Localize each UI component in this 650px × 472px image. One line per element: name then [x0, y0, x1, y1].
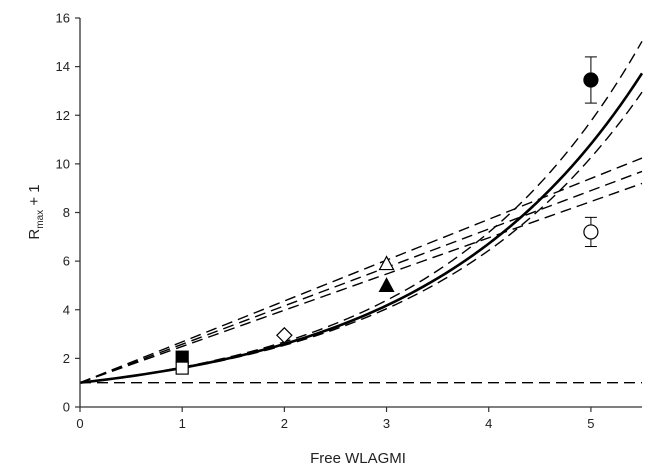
- fit-curve-dashed: [79, 170, 643, 384]
- x-tick-label: 5: [587, 416, 594, 431]
- fit-curves: [79, 40, 644, 384]
- x-axis-label: Free WLAGMI: [310, 450, 406, 467]
- x-tick-label: 3: [383, 416, 390, 431]
- fit-curve-dashed: [79, 91, 643, 384]
- x-tick-label: 4: [485, 416, 492, 431]
- data-points: [175, 56, 599, 375]
- x-tick-label: 1: [179, 416, 186, 431]
- data-point-diamond-open: [276, 326, 293, 344]
- data-point-circle-filled: [583, 72, 599, 88]
- data-point-square-filled: [175, 350, 189, 364]
- data-point-circle-open: [583, 224, 599, 240]
- x-ticks: 0 1 2 3 4 5: [76, 407, 595, 431]
- fit-curve-dashed: [79, 157, 643, 384]
- data-point-triangle-filled: [378, 277, 395, 293]
- y-tick-label: 4: [63, 302, 70, 317]
- y-tick-label: 6: [63, 254, 70, 269]
- y-tick-label: 10: [56, 156, 70, 171]
- y-tick-label: 2: [63, 351, 70, 366]
- data-point-square-open: [175, 361, 189, 375]
- y-axis-label-sub: max: [35, 210, 46, 229]
- y-tick-label: 8: [63, 205, 70, 220]
- y-axis-label-main: R: [26, 229, 43, 240]
- y-axis-label-suffix: + 1: [26, 184, 43, 209]
- fit-curve-solid: [79, 72, 644, 384]
- data-point-triangle-open: [378, 255, 395, 271]
- y-tick-label: 16: [56, 11, 70, 26]
- y-tick-label: 0: [63, 400, 70, 415]
- y-ticks: 0 2 4 6 8 10 12 14 16: [56, 11, 80, 415]
- x-tick-label: 2: [281, 416, 288, 431]
- y-axis-label: Rmax + 1: [26, 184, 46, 239]
- y-tick-label: 14: [56, 59, 70, 74]
- y-tick-label: 12: [56, 108, 70, 123]
- fit-curve-dashed: [79, 182, 643, 384]
- fit-curve-dashed: [79, 40, 643, 384]
- x-tick-label: 0: [76, 416, 83, 431]
